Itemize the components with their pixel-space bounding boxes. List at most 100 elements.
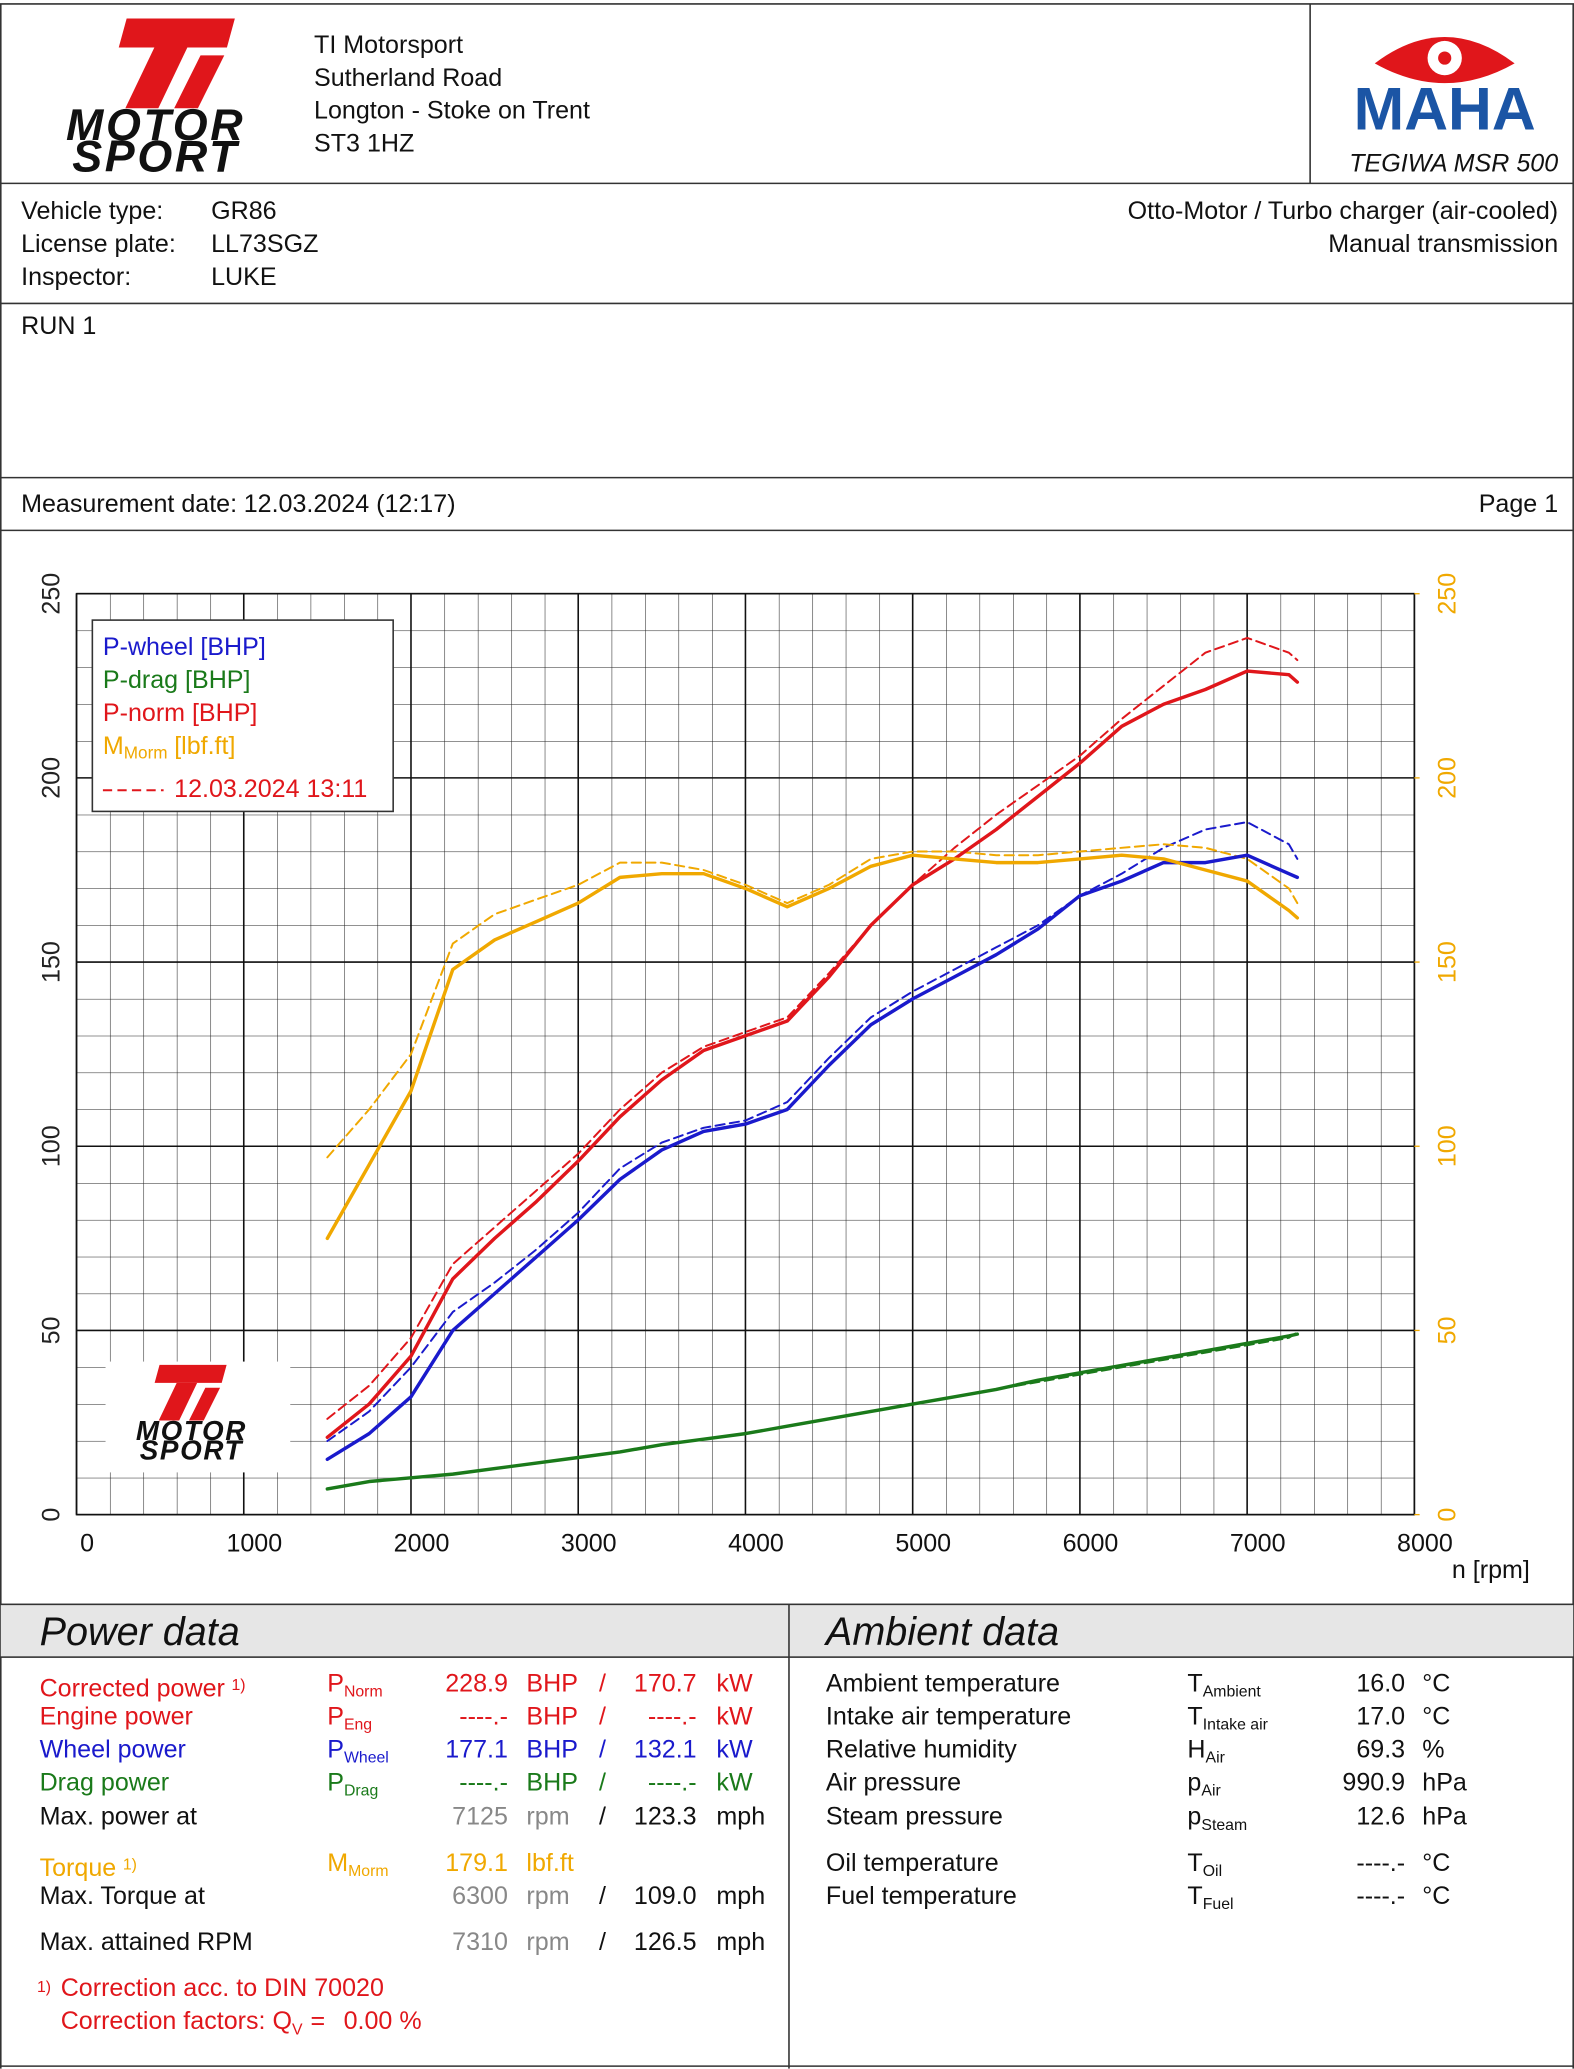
power-unit: kW <box>716 1736 753 1764</box>
ambient-value: 17.0 <box>1356 1703 1406 1732</box>
symbol-sub: Norm <box>343 1682 383 1701</box>
section-band <box>0 1603 1574 1658</box>
y2-tick-label: 50 <box>1433 1317 1461 1345</box>
series-line <box>325 1332 1300 1491</box>
ambient-unit: hPa <box>1422 1803 1467 1832</box>
power-label: Corrected power 1) <box>39 1669 246 1704</box>
power-unit: kW <box>716 1670 753 1699</box>
comparison-line <box>326 636 1299 1420</box>
series-line <box>325 853 1300 1241</box>
note-marker: 1) <box>122 1855 137 1874</box>
label: Engine power <box>39 1703 193 1732</box>
label: Max. attained RPM <box>39 1928 253 1957</box>
vehicle-value: GR86 <box>211 197 277 226</box>
y2-tick-label: 150 <box>1433 941 1461 983</box>
logo-text: SPORT <box>140 1435 244 1466</box>
transmission: Manual transmission <box>1328 230 1559 259</box>
vehicle-label: License plate: <box>21 230 176 259</box>
vehicle-label: Vehicle type: <box>21 197 164 226</box>
ambient-symbol: HAir <box>1187 1735 1225 1767</box>
note-marker: 1) <box>36 1977 52 1997</box>
power-label: Torque 1) <box>40 1848 137 1883</box>
engine-type: Otto-Motor / Turbo charger (air-cooled) <box>1127 197 1559 226</box>
y2-tick-label: 250 <box>1433 573 1461 615</box>
label: Corrected power <box>39 1675 225 1704</box>
run-label: RUN 1 <box>21 312 97 341</box>
power-unit: mph <box>716 1928 766 1957</box>
legend-entry: MMorm [lbf.ft] <box>103 731 236 762</box>
ambient-value: 990.9 <box>1342 1769 1406 1797</box>
power-label: Wheel power <box>40 1735 186 1767</box>
power-unit: BHP <box>526 1670 578 1699</box>
logo-text: MOTOR <box>136 1415 247 1446</box>
power-label: Drag power <box>40 1768 170 1800</box>
symbol-sub: Air <box>1201 1781 1221 1800</box>
power-value: 6300 <box>452 1882 508 1911</box>
ambient-value: 69.3 <box>1356 1736 1406 1764</box>
ambient-symbol: TOil <box>1187 1848 1222 1880</box>
symbol: T <box>1187 1670 1203 1699</box>
legend: P-wheel [BHP] P-drag [BHP] P-norm [BHP] MMo… <box>91 619 394 813</box>
power-unit: kW <box>716 1703 753 1732</box>
legend-entry: P-norm [BHP] <box>103 698 258 726</box>
ambient-value: 16.0 <box>1356 1670 1406 1699</box>
ambient-label: Fuel temperature <box>825 1882 1017 1911</box>
vehicle-value: LUKE <box>211 263 277 292</box>
ambient-unit: °C <box>1422 1849 1451 1878</box>
brand-name: MAHA <box>1354 74 1536 142</box>
power-value: ----.- <box>647 1769 697 1797</box>
power-label: Max. power at <box>40 1802 197 1834</box>
symbol-sub: Morm <box>348 1861 389 1881</box>
ambient-symbol: TIntake air <box>1187 1702 1267 1733</box>
x-tick-label: 8000 <box>1397 1530 1453 1558</box>
power-symbol: PDrag <box>327 1768 378 1799</box>
ambient-symbol: TAmbient <box>1187 1669 1260 1700</box>
symbol: P <box>327 1670 344 1699</box>
x-tick-label: 0 <box>80 1530 94 1558</box>
x-tick-label: 6000 <box>1063 1530 1119 1558</box>
x-axis-label: n [rpm] <box>1452 1556 1530 1584</box>
x-tick-label: 4000 <box>728 1530 784 1558</box>
symbol: P <box>327 1736 344 1764</box>
symbol: P <box>327 1703 344 1732</box>
ambient-label: Oil temperature <box>825 1849 999 1878</box>
label: Wheel power <box>39 1736 186 1764</box>
company-line: TI Motorsport <box>314 31 464 60</box>
series-line <box>325 669 1300 1440</box>
separator: / <box>598 1703 606 1732</box>
company-line: ST3 1HZ <box>314 130 415 159</box>
ambient-value: ----.- <box>1356 1849 1406 1878</box>
power-unit: BHP <box>526 1703 578 1732</box>
x-tick-label: 1000 <box>226 1530 282 1558</box>
symbol-sub: Steam <box>1201 1815 1248 1834</box>
ambient-unit: °C <box>1422 1703 1451 1732</box>
y-tick-label: 150 <box>37 941 65 983</box>
ambient-unit: % <box>1422 1736 1445 1764</box>
power-symbol: MMorm <box>327 1848 388 1880</box>
symbol-sub: Air <box>1205 1748 1225 1767</box>
ambient-unit: °C <box>1422 1670 1451 1699</box>
factors-value: 0.00 % <box>343 2008 422 2036</box>
separator: / <box>598 1882 606 1911</box>
separator: / <box>598 1803 606 1832</box>
power-value: 123.3 <box>633 1803 697 1832</box>
legend-box <box>91 619 394 813</box>
ambient-symbol: pSteam <box>1187 1802 1247 1834</box>
label: Drag power <box>39 1769 170 1797</box>
power-unit: mph <box>716 1882 766 1911</box>
power-value: 126.5 <box>633 1928 697 1957</box>
ambient-value: ----.- <box>1356 1882 1406 1911</box>
comparison-line <box>326 843 1299 1159</box>
vehicle-value: LL73SGZ <box>211 230 319 259</box>
power-value: 7310 <box>452 1928 508 1957</box>
ambient-symbol: pAir <box>1187 1768 1221 1800</box>
legend-suffix: [lbf.ft] <box>174 731 235 759</box>
symbol-sub: Oil <box>1202 1861 1223 1881</box>
power-value: 228.9 <box>445 1670 508 1699</box>
symbol: T <box>1187 1882 1203 1911</box>
power-unit: BHP <box>526 1736 578 1764</box>
power-label: Engine power <box>40 1702 193 1734</box>
measurement-value: 12.03.2024 (12:17) <box>243 490 456 519</box>
symbol-sub: Eng <box>343 1715 373 1734</box>
